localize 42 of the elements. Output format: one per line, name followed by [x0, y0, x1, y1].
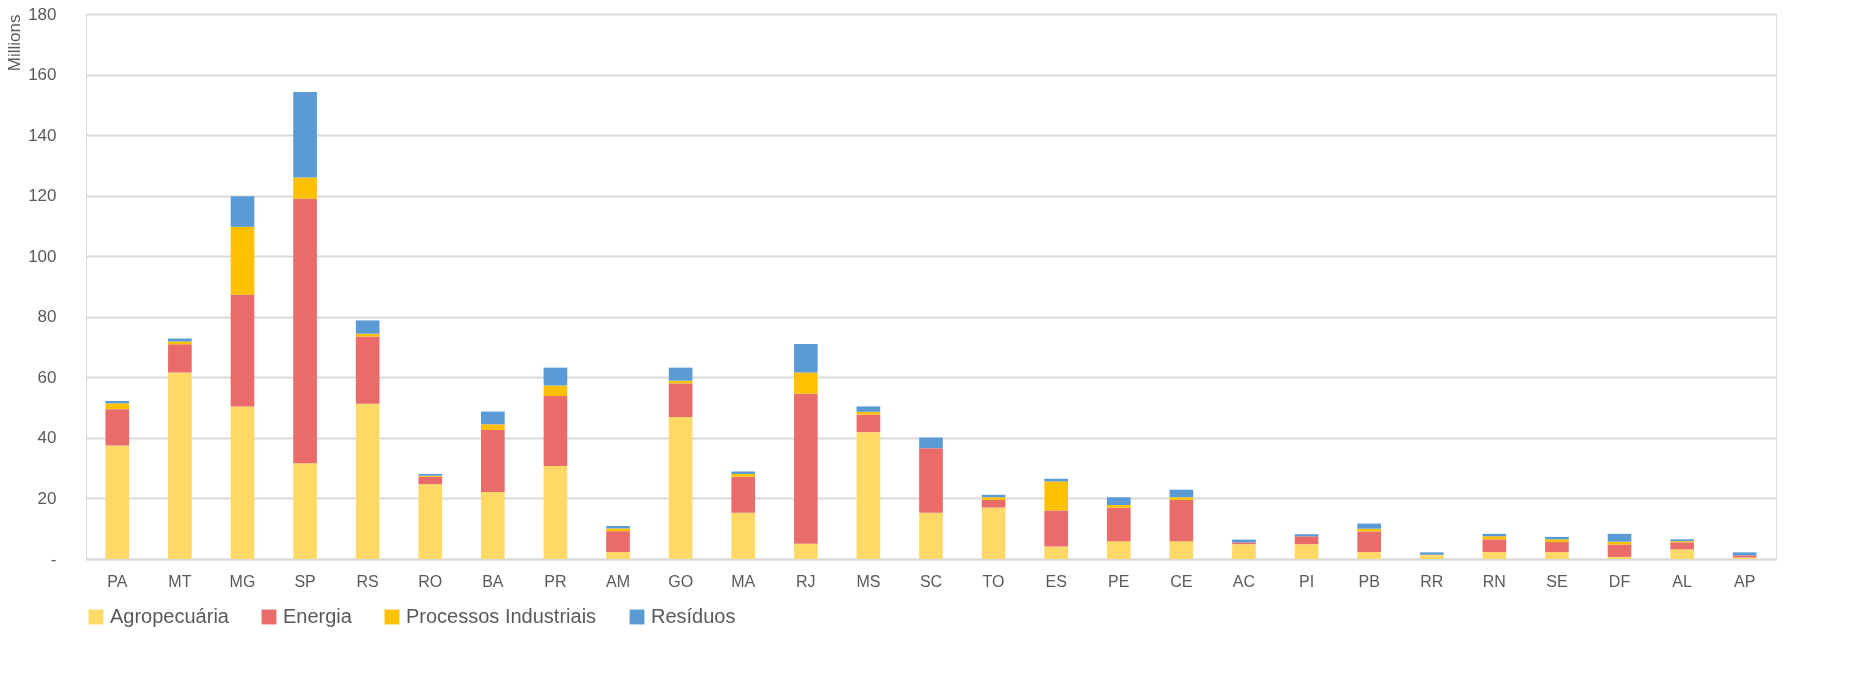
y-tick-label: 80: [37, 307, 57, 327]
x-tick-label: MS: [856, 572, 881, 590]
x-tick-label: SC: [919, 572, 943, 590]
legend-label: Resíduos: [651, 605, 736, 627]
x-tick-label: TO: [982, 572, 1005, 590]
x-tick-label: PR: [544, 572, 567, 590]
x-tick-label: AC: [1232, 572, 1256, 590]
x-tick-label: PI: [1298, 572, 1315, 590]
y-tick-label: 20: [37, 488, 57, 508]
x-tick-label: AL: [1672, 572, 1692, 590]
y-tick-label: 140: [28, 125, 57, 145]
x-tick-label: MG: [229, 572, 256, 590]
x-tick-label: ES: [1045, 572, 1067, 590]
y-tick-label: -: [50, 549, 57, 569]
x-tick-label: MT: [168, 572, 192, 590]
legend-label: Energia: [283, 605, 353, 627]
x-tick-label: PA: [107, 572, 128, 590]
y-tick-label: 180: [28, 4, 57, 24]
y-tick-label: 160: [28, 65, 57, 85]
x-tick-label: SE: [1546, 572, 1568, 590]
x-tick-label: AP: [1734, 572, 1756, 590]
x-tick-label: CE: [1170, 572, 1193, 590]
legend-label: Processos Industriais: [406, 605, 597, 627]
y-tick-label: 40: [37, 428, 57, 448]
y-tick-label: 100: [28, 246, 57, 266]
x-tick-label: GO: [668, 572, 694, 590]
x-tick-label: RJ: [796, 572, 816, 590]
x-tick-label: RS: [356, 572, 379, 590]
y-tick-label: 60: [37, 367, 57, 387]
x-tick-label: RO: [418, 572, 443, 590]
x-tick-label: SP: [294, 572, 316, 590]
x-tick-label: RR: [1420, 572, 1444, 590]
x-tick-label: AM: [606, 572, 631, 590]
x-tick-label: DF: [1608, 572, 1631, 590]
x-tick-label: RN: [1482, 572, 1506, 590]
y-tick-label: 120: [28, 186, 57, 206]
x-tick-label: PE: [1108, 572, 1130, 590]
y-axis-title: Millions: [5, 14, 25, 72]
x-tick-label: PB: [1358, 572, 1380, 590]
x-tick-label: BA: [482, 572, 504, 590]
x-tick-label: MA: [731, 572, 756, 590]
legend-label: Agropecuária: [110, 605, 230, 627]
